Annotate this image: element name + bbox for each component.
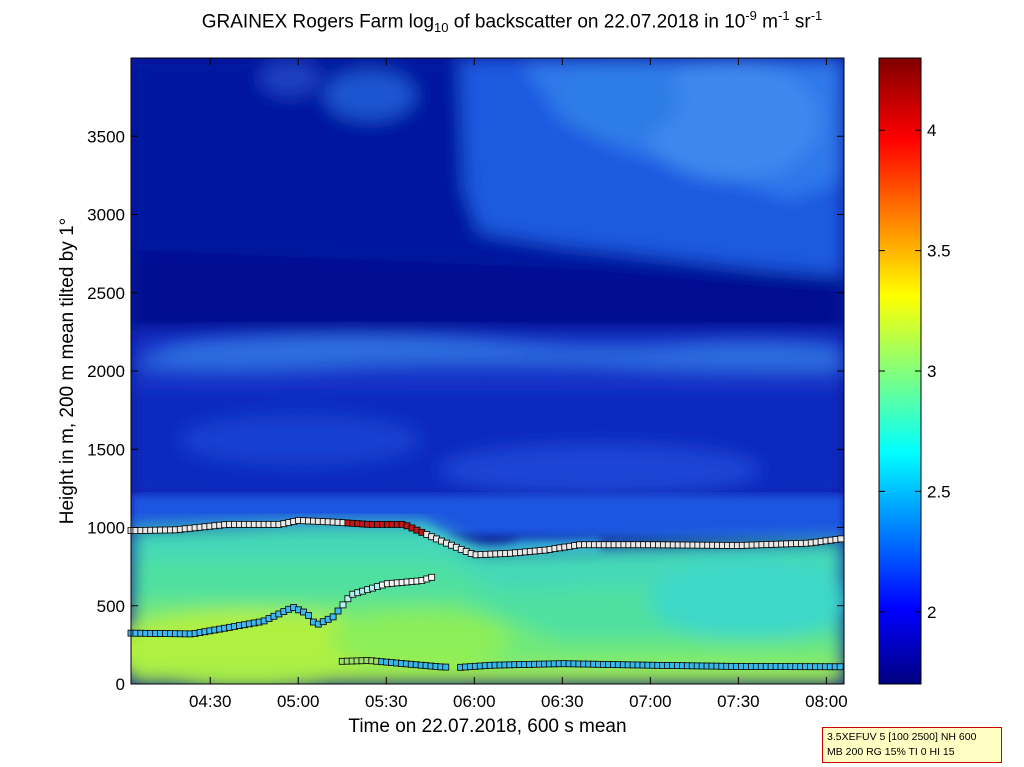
- y-tick-label: 1000: [87, 519, 125, 538]
- x-tick-label: 05:30: [365, 692, 408, 711]
- colorbar-tick-label: 2.5: [927, 482, 951, 501]
- x-tick-label: 07:00: [629, 692, 672, 711]
- y-tick-label: 0: [116, 675, 125, 694]
- colorbar-tick-label: 2: [927, 603, 936, 622]
- mixing-layer-marker: [837, 535, 845, 543]
- chart-title: GRAINEX Rogers Farm log10 of backscatter…: [201, 8, 823, 36]
- colorbar-axis: 2 2.5 3 3.5 4: [879, 121, 951, 622]
- y-tick-label: 2500: [87, 284, 125, 303]
- surface-layer-marker: [836, 663, 844, 671]
- colorbar: [878, 57, 922, 685]
- y-axis-label: Height in m, 200 m mean tilted by 1°: [57, 217, 78, 525]
- y-tick-label: 3500: [87, 127, 125, 146]
- residual-layer-marker: [305, 612, 312, 619]
- residual-layer-marker: [329, 613, 337, 621]
- x-tick-label: 06:30: [541, 692, 584, 711]
- x-tick-label: 04:30: [189, 692, 232, 711]
- info-line-1: 3.5XEFUV 5 [100 2500] NH 600: [827, 731, 977, 743]
- residual-layer-marker: [334, 607, 342, 615]
- residual-layer-marker: [344, 595, 352, 603]
- residual-layer-marker: [300, 608, 307, 616]
- y-tick-label: 1500: [87, 440, 125, 459]
- x-tick-label: 05:00: [277, 692, 320, 711]
- layer-markers: [127, 517, 845, 671]
- info-line-2: MB 200 RG 15% TI 0 HI 15: [827, 746, 955, 758]
- colorbar-tick-label: 3.5: [927, 242, 951, 261]
- residual-layer-marker: [339, 601, 347, 609]
- y-tick-label: 3000: [87, 206, 125, 225]
- residual-layer-marker: [428, 573, 436, 581]
- colorbar-tick-label: 4: [927, 121, 936, 140]
- colorbar-tick-label: 3: [927, 362, 936, 381]
- backscatter-field: [131, 58, 844, 684]
- x-axis-label: Time on 22.07.2018, 600 s mean: [348, 716, 627, 737]
- x-tick-label: 06:00: [453, 692, 496, 711]
- x-tick-label: 08:00: [805, 692, 848, 711]
- settings-info-box: 3.5XEFUV 5 [100 2500] NH 600 MB 200 RG 1…: [822, 727, 1002, 763]
- x-axis: 04:30 05:00 05:30 06:00 06:30 07:00 07:30 08:00: [189, 58, 848, 711]
- surface-layer-marker: [442, 663, 450, 671]
- y-tick-label: 500: [97, 597, 125, 616]
- y-tick-label: 2000: [87, 362, 125, 381]
- x-tick-label: 07:30: [717, 692, 760, 711]
- y-axis: 0 500 1000 1500 2000 2500 3000 3500: [87, 127, 844, 694]
